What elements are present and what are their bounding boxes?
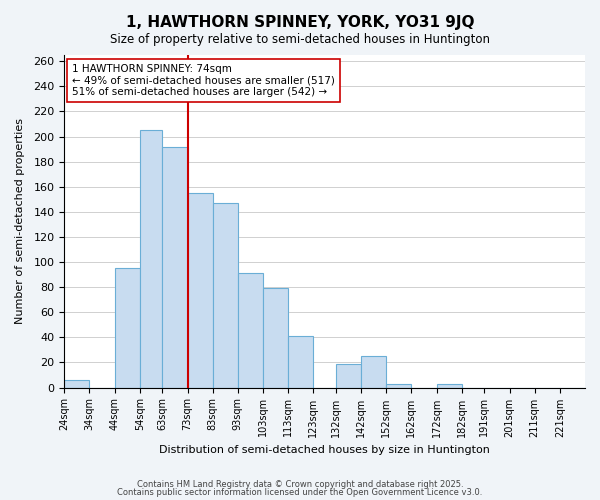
Text: 1, HAWTHORN SPINNEY, YORK, YO31 9JQ: 1, HAWTHORN SPINNEY, YORK, YO31 9JQ bbox=[126, 15, 474, 30]
Text: Contains public sector information licensed under the Open Government Licence v3: Contains public sector information licen… bbox=[118, 488, 482, 497]
Bar bbox=[238, 274, 263, 388]
Bar bbox=[437, 384, 462, 388]
Bar bbox=[64, 380, 89, 388]
Bar bbox=[115, 268, 140, 388]
Bar bbox=[386, 384, 412, 388]
Text: Contains HM Land Registry data © Crown copyright and database right 2025.: Contains HM Land Registry data © Crown c… bbox=[137, 480, 463, 489]
Bar bbox=[263, 288, 288, 388]
Bar bbox=[288, 336, 313, 388]
Bar bbox=[213, 203, 238, 388]
Bar bbox=[336, 364, 361, 388]
Bar bbox=[163, 146, 188, 388]
Text: Size of property relative to semi-detached houses in Huntington: Size of property relative to semi-detach… bbox=[110, 32, 490, 46]
Bar bbox=[140, 130, 163, 388]
Text: 1 HAWTHORN SPINNEY: 74sqm
← 49% of semi-detached houses are smaller (517)
51% of: 1 HAWTHORN SPINNEY: 74sqm ← 49% of semi-… bbox=[72, 64, 335, 97]
Bar bbox=[361, 356, 386, 388]
Bar bbox=[188, 193, 213, 388]
X-axis label: Distribution of semi-detached houses by size in Huntington: Distribution of semi-detached houses by … bbox=[159, 445, 490, 455]
Y-axis label: Number of semi-detached properties: Number of semi-detached properties bbox=[15, 118, 25, 324]
